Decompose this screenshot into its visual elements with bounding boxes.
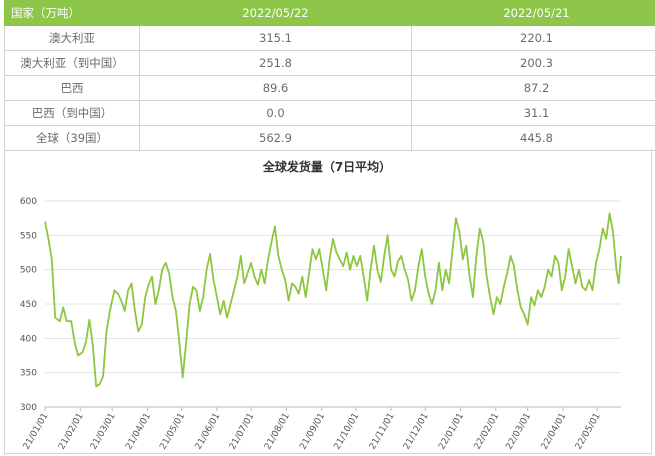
y-tick-label: 600: [20, 197, 37, 207]
x-axis: 21/01/01 21/02/01 21/03/01 21/04/01 21/05/01…: [22, 406, 621, 452]
x-tick-label: 21/04/01: [124, 412, 153, 452]
x-tick-label: 21/01/01: [22, 412, 51, 452]
cell-value: 445.8: [411, 125, 655, 151]
y-tick-label: 550: [20, 231, 37, 241]
x-tick-label: 21/07/01: [228, 412, 257, 452]
cell-value: 315.1: [139, 25, 412, 51]
grid-lines: [45, 200, 621, 408]
y-axis: 300 350 400 450 500 550 600: [20, 197, 37, 413]
cell-value: 200.3: [411, 50, 655, 76]
column-header-date-1: 2022/05/22: [139, 0, 412, 26]
x-tick-label: 22/02/01: [473, 412, 502, 452]
y-tick-label: 450: [20, 300, 37, 310]
cell-value: 31.1: [411, 100, 655, 126]
row-label: 澳大利亚: [4, 25, 140, 51]
row-label: 澳大利亚（到中国）: [4, 50, 140, 76]
cell-value: 220.1: [411, 25, 655, 51]
x-tick-label: 22/01/01: [437, 412, 466, 452]
x-tick-label: 21/03/01: [89, 412, 118, 452]
y-tick-label: 350: [20, 369, 37, 379]
x-tick-label: 21/06/01: [194, 412, 223, 452]
x-tick-label: 21/02/01: [57, 412, 86, 452]
column-header-country: 国家（万吨）: [4, 0, 140, 26]
cell-value: 251.8: [139, 50, 412, 76]
cell-value: 0.0: [139, 100, 412, 126]
row-label: 巴西（到中国）: [4, 100, 140, 126]
chart-panel: 全球发货量（7日平均） 300 350 400 450 500 550 600 21/01/…: [4, 149, 652, 454]
column-header-date-2: 2022/05/21: [411, 0, 655, 26]
row-label: 巴西: [4, 75, 140, 101]
line-chart: 全球发货量（7日平均） 300 350 400 450 500 550 600 21/01/…: [20, 159, 622, 452]
row-label: 全球（39国）: [4, 125, 140, 151]
chart-title: 全球发货量（7日平均）: [262, 159, 391, 174]
cell-value: 562.9: [139, 125, 412, 151]
table-row: 澳大利亚 315.1 220.1: [4, 25, 655, 51]
y-tick-label: 400: [20, 334, 37, 344]
y-tick-label: 500: [20, 266, 37, 276]
table-row: 澳大利亚（到中国） 251.8 200.3: [4, 50, 655, 76]
cell-value: 89.6: [139, 75, 412, 101]
x-tick-label: 21/05/01: [158, 412, 187, 452]
x-tick-label: 21/11/01: [368, 412, 397, 452]
x-tick-label: 22/04/01: [540, 412, 569, 452]
series-line: [44, 212, 622, 388]
x-tick-label: 22/03/01: [504, 412, 533, 452]
shipment-table: 国家（万吨） 2022/05/22 2022/05/21 澳大利亚 315.1 …: [4, 0, 655, 151]
y-tick-label: 300: [20, 403, 37, 413]
table-row: 巴西 89.6 87.2: [4, 75, 655, 101]
x-tick-label: 21/12/01: [402, 412, 431, 452]
table-header-row: 国家（万吨） 2022/05/22 2022/05/21: [4, 0, 655, 26]
x-tick-label: 21/08/01: [263, 412, 292, 452]
table-row: 全球（39国） 562.9 445.8: [4, 125, 655, 151]
table-row: 巴西（到中国） 0.0 31.1: [4, 100, 655, 126]
cell-value: 87.2: [411, 75, 655, 101]
x-tick-label: 22/05/01: [574, 412, 603, 452]
x-tick-label: 21/10/01: [332, 412, 361, 452]
x-tick-label: 21/09/01: [298, 412, 327, 452]
